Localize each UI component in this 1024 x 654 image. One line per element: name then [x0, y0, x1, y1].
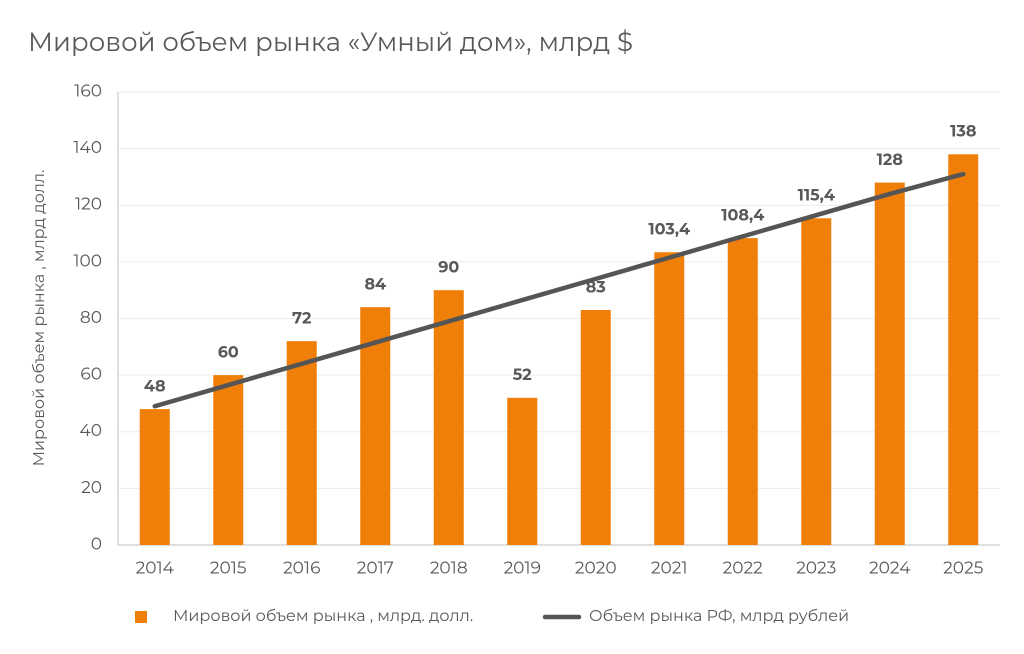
- x-tick-label: 2014: [136, 558, 174, 578]
- bar: [139, 409, 170, 545]
- data-label: 108,4: [721, 206, 764, 225]
- y-tick-label: 120: [75, 195, 102, 215]
- data-label: 72: [292, 309, 311, 328]
- data-label: 84: [364, 275, 386, 294]
- y-tick-label: 40: [80, 421, 103, 441]
- bar: [654, 252, 685, 545]
- legend-label: Объем рынка РФ, млрд рублей: [589, 607, 849, 626]
- x-tick-label: 2021: [651, 558, 688, 578]
- x-tick-label: 2023: [796, 558, 836, 578]
- y-tick-label: 100: [73, 251, 102, 271]
- data-label: 115,4: [798, 187, 835, 206]
- bar: [580, 310, 611, 545]
- y-tick-label: 20: [81, 478, 102, 498]
- data-label: 52: [513, 366, 532, 385]
- x-tick-label: 2019: [504, 558, 541, 578]
- y-tick-label: 80: [80, 308, 102, 328]
- bar: [507, 397, 538, 545]
- bar: [948, 154, 979, 545]
- x-tick-label: 2018: [430, 558, 468, 578]
- data-label: 103,4: [648, 221, 690, 240]
- bar: [433, 290, 464, 545]
- x-tick-label: 2022: [723, 558, 764, 578]
- legend-swatch: [135, 611, 147, 623]
- x-tick-label: 2025: [943, 558, 983, 578]
- y-tick-label: 60: [80, 365, 102, 385]
- y-axis-label: Мировой объем рынка , млрд долл.: [30, 170, 49, 467]
- legend-label: Мировой объем рынка , млрд. долл.: [173, 607, 473, 626]
- bar: [801, 218, 832, 545]
- data-label: 128: [877, 151, 903, 170]
- data-label: 60: [218, 343, 239, 362]
- x-tick-label: 2024: [869, 558, 910, 578]
- bar: [213, 375, 244, 545]
- data-label: 83: [586, 278, 606, 297]
- bar: [874, 182, 905, 545]
- y-tick-label: 140: [73, 138, 102, 158]
- data-label: 138: [950, 123, 976, 142]
- y-tick-label: 160: [74, 81, 102, 101]
- bar: [727, 238, 758, 545]
- y-tick-label: 0: [91, 534, 102, 554]
- x-tick-label: 2017: [357, 558, 394, 578]
- bar: [286, 341, 317, 545]
- x-tick-label: 2016: [283, 558, 320, 578]
- data-label: 90: [438, 258, 459, 277]
- line: [152, 171, 966, 409]
- chart-title: Мировой объем рынка «Умный дом», млрд $: [28, 26, 633, 58]
- data-label: 48: [144, 377, 166, 396]
- x-tick-label: 2020: [575, 558, 617, 578]
- x-tick-label: 2015: [210, 558, 247, 578]
